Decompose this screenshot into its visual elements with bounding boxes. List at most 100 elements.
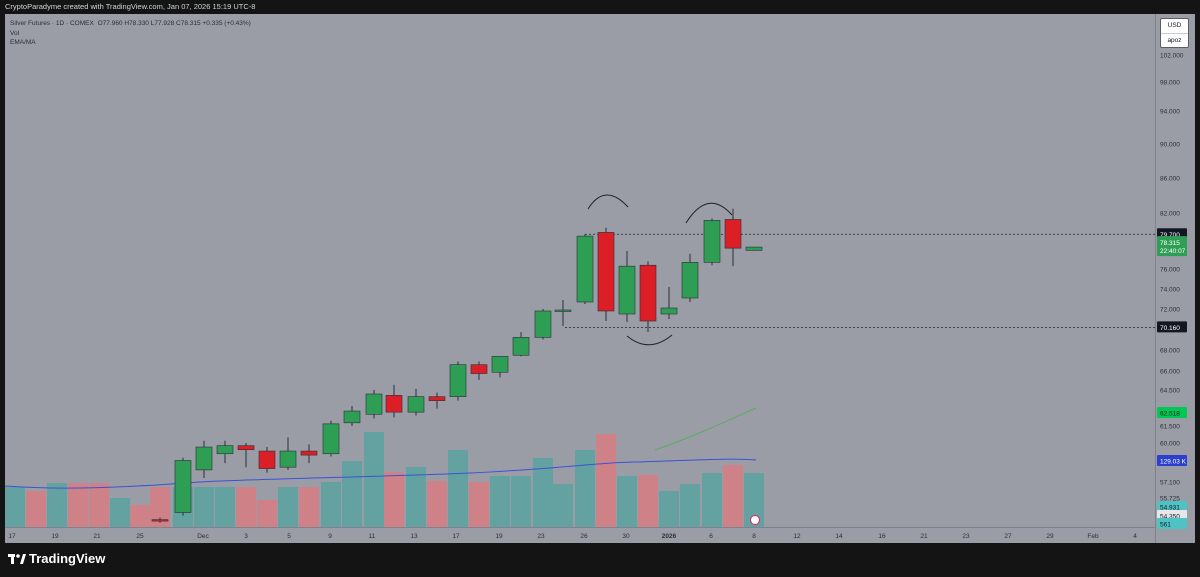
candle-body bbox=[534, 310, 552, 338]
candle-body bbox=[554, 309, 572, 312]
time-tick-label: 21 bbox=[920, 533, 928, 540]
volume-bar bbox=[215, 487, 235, 527]
candle-body bbox=[597, 232, 615, 312]
candle-body bbox=[322, 423, 340, 455]
support-price-tag: 70.160 bbox=[1160, 325, 1180, 332]
price-tick-label: 55.725 bbox=[1160, 496, 1180, 503]
volume-tag-b: 54.350 bbox=[1160, 514, 1180, 521]
time-tick-label: 25 bbox=[136, 533, 144, 540]
candle-body bbox=[618, 265, 636, 315]
volume-tag-c: 561 bbox=[1160, 522, 1171, 529]
price-axis[interactable] bbox=[1155, 14, 1196, 543]
volume-bar bbox=[150, 487, 170, 527]
time-tick-label: 26 bbox=[580, 533, 588, 540]
resistance-price-tag: 79.700 bbox=[1160, 232, 1180, 239]
candle-body bbox=[151, 519, 169, 522]
legend-vol[interactable]: Vol bbox=[10, 30, 20, 37]
price-tick-label: 57.100 bbox=[1160, 480, 1180, 487]
candle-body bbox=[512, 337, 530, 356]
price-tick-label: 60.000 bbox=[1160, 441, 1180, 448]
volume-bar bbox=[638, 475, 658, 527]
time-tick-label: 12 bbox=[793, 533, 801, 540]
time-tick-label: 29 bbox=[1046, 533, 1054, 540]
volume-bar bbox=[680, 484, 700, 527]
volume-ma-tag: 129.03 K bbox=[1160, 459, 1187, 466]
price-tick-label: 74.000 bbox=[1160, 287, 1180, 294]
candle-body bbox=[681, 262, 699, 299]
time-axis[interactable] bbox=[5, 527, 1155, 544]
volume-bar bbox=[533, 458, 553, 527]
support-price-tag-bg bbox=[1157, 321, 1187, 333]
price-tick-label: 61.500 bbox=[1160, 424, 1180, 431]
volume-bar bbox=[469, 482, 489, 527]
candle-body bbox=[491, 355, 509, 373]
candle-body bbox=[703, 220, 721, 263]
time-tick-label: 23 bbox=[962, 533, 970, 540]
candle-body bbox=[724, 219, 742, 249]
time-tick-label: 11 bbox=[369, 533, 376, 540]
bottom-arc-annotation bbox=[626, 334, 673, 346]
scale-label[interactable]: apoz bbox=[1161, 33, 1188, 48]
bottom-bar bbox=[0, 543, 1200, 577]
price-tick-label: 86.000 bbox=[1160, 176, 1180, 183]
time-tick-label: 2026 bbox=[662, 533, 677, 540]
candle-body bbox=[576, 235, 594, 303]
price-tick-label: 82.000 bbox=[1160, 211, 1180, 218]
time-tick-label: 6 bbox=[709, 533, 713, 540]
candle-body bbox=[174, 460, 192, 513]
time-tick-label: 9 bbox=[328, 533, 332, 540]
volume-bar bbox=[257, 500, 277, 527]
volume-bar bbox=[364, 432, 384, 527]
legend-symbol: Silver Futures · 1D · COMEX bbox=[10, 20, 94, 27]
volume-bar bbox=[406, 467, 426, 527]
ema-value-tag: 62.518 bbox=[1160, 411, 1180, 418]
countdown-tag: 22:40:07 bbox=[1160, 248, 1186, 255]
time-tick-label: 21 bbox=[93, 533, 101, 540]
volume-bar bbox=[68, 483, 88, 527]
candle-body bbox=[279, 450, 297, 468]
volume-bar bbox=[278, 487, 298, 527]
candle-body bbox=[343, 410, 361, 424]
volume-bar bbox=[553, 484, 573, 527]
volume-bar bbox=[47, 483, 67, 527]
candle-body bbox=[639, 264, 657, 322]
candle-body bbox=[385, 395, 403, 413]
price-tick-label: 90.000 bbox=[1160, 142, 1180, 149]
price-tick-label: 102.000 bbox=[1160, 53, 1184, 60]
time-tick-label: 8 bbox=[752, 533, 756, 540]
price-tick-label: 66.000 bbox=[1160, 369, 1180, 376]
volume-bar bbox=[110, 498, 130, 527]
price-tick-label: 68.000 bbox=[1160, 348, 1180, 355]
volume-bar bbox=[427, 481, 447, 527]
volume-tag-c-bg bbox=[1157, 518, 1187, 529]
candle-body bbox=[195, 446, 213, 471]
time-tick-label: 5 bbox=[287, 533, 291, 540]
candle-body bbox=[237, 445, 255, 451]
legend-ema[interactable]: EMA/MA bbox=[10, 39, 36, 46]
candle-body bbox=[660, 307, 678, 315]
right-edge bbox=[1195, 14, 1200, 543]
candle-body bbox=[216, 445, 234, 455]
price-tick-label: 94.000 bbox=[1160, 109, 1180, 116]
legend-symbol-line: Silver Futures · 1D · COMEX O77.960 H78.… bbox=[10, 20, 251, 27]
time-tick-label: 17 bbox=[8, 533, 16, 540]
tradingview-logo-icon bbox=[8, 554, 26, 564]
time-tick-label: 16 bbox=[878, 533, 886, 540]
event-marker-icon[interactable] bbox=[750, 515, 760, 525]
time-tick-label: 30 bbox=[622, 533, 630, 540]
time-tick-label: 3 bbox=[244, 533, 248, 540]
volume-bar bbox=[659, 491, 679, 527]
currency-label[interactable]: USD bbox=[1167, 22, 1182, 29]
volume-bar bbox=[702, 473, 722, 527]
price-tick-label: 76.000 bbox=[1160, 267, 1180, 274]
candle-body bbox=[258, 450, 276, 469]
tradingview-brand: TradingView bbox=[29, 551, 106, 566]
volume-bar bbox=[342, 461, 362, 527]
attribution-text: CryptoParadyme created with TradingView.… bbox=[5, 2, 256, 11]
volume-bar bbox=[617, 476, 637, 527]
time-tick-label: 19 bbox=[51, 533, 59, 540]
volume-bar bbox=[596, 434, 616, 527]
candle-body bbox=[470, 364, 488, 374]
time-tick-label: 14 bbox=[835, 533, 843, 540]
currency-box[interactable]: USD apoz bbox=[1160, 18, 1189, 48]
